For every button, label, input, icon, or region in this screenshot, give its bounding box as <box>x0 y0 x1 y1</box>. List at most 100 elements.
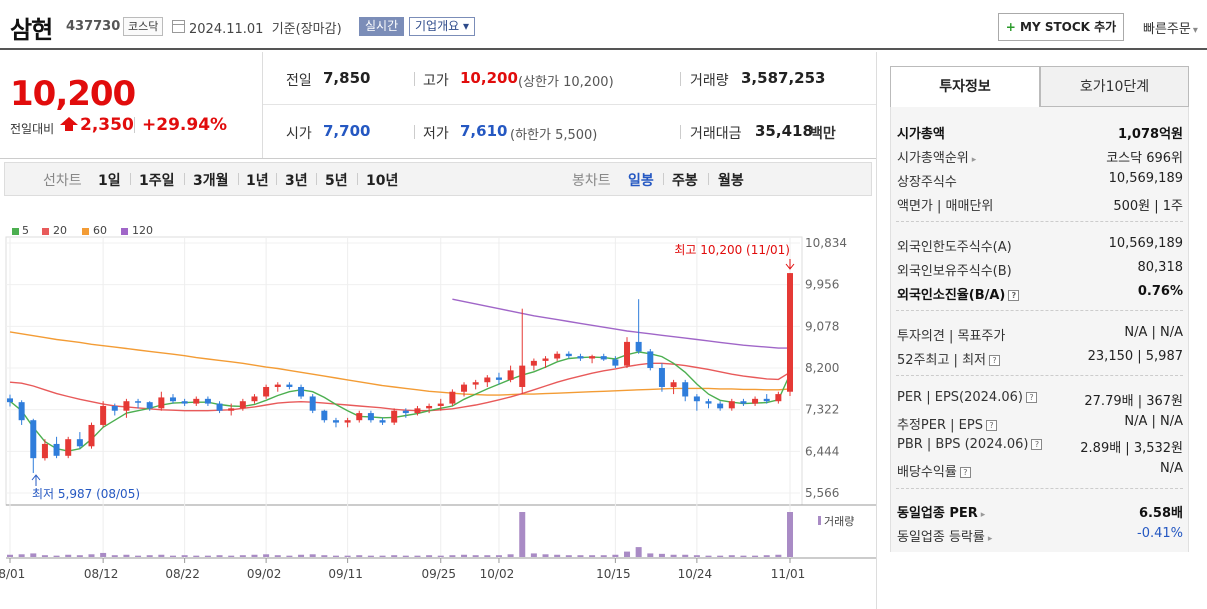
change-percent: +29.94% <box>142 115 228 135</box>
add-my-stock-button[interactable]: + MY STOCK 추가 <box>998 13 1124 41</box>
sector-per-label[interactable]: 동일업종 PER ▸ <box>897 502 985 521</box>
per-text: PER | EPS(2024.06) <box>897 390 1023 405</box>
candle-body <box>146 402 153 409</box>
x-tick-label: 10/15 <box>596 567 631 581</box>
series-ma60 <box>9 331 791 396</box>
div-text: 배당수익률 <box>897 465 957 480</box>
sector-rate-label[interactable]: 동일업종 등락률 ▸ <box>897 526 992 545</box>
candle-body <box>181 401 188 404</box>
help-icon[interactable]: ? <box>985 420 997 431</box>
cap-rank-label[interactable]: 시가총액순위 ▸ <box>897 147 976 166</box>
candle-weekly[interactable]: 주봉 <box>672 173 698 189</box>
candle-body <box>624 341 631 366</box>
help-icon[interactable]: ? <box>989 355 1000 366</box>
volume-bar <box>379 555 386 557</box>
realtime-button[interactable]: 실시간 <box>359 17 405 36</box>
legend-ma120: 120 <box>132 224 153 237</box>
volume-bar <box>309 554 316 557</box>
volume-bar <box>367 555 374 557</box>
foreign-ratio-label: 외국인소진율(B/A)? <box>897 284 1020 303</box>
candle-body <box>612 359 619 366</box>
candle-body <box>519 365 526 387</box>
candle-daily[interactable]: 일봉 <box>628 173 654 189</box>
candle-body <box>53 443 60 456</box>
volume-bar <box>542 554 549 557</box>
help-icon[interactable]: ? <box>1025 392 1037 403</box>
y-tick-label: 7,322 <box>805 403 839 417</box>
current-price: 10,200 <box>10 74 136 114</box>
candle-body <box>647 351 654 368</box>
volume-bar <box>391 555 398 557</box>
trade-value: 35,418 <box>755 122 813 140</box>
volume-bar <box>647 553 654 557</box>
candle-body <box>565 353 572 357</box>
sector-per-text: 동일업종 PER <box>897 506 978 521</box>
volume-legend-swatch <box>818 516 821 525</box>
up-arrow-icon <box>60 117 78 131</box>
prev-close-value: 7,850 <box>323 69 371 87</box>
per-label: PER | EPS(2024.06)? <box>897 390 1037 405</box>
candle-body <box>135 401 142 403</box>
trade-value-label: 거래대금 <box>690 126 742 142</box>
stock-chart[interactable]: 10,834 9,956 9,078 8,200 7,322 6,444 5,566 08/0… <box>0 232 876 608</box>
candle-body <box>600 356 607 360</box>
candle-body <box>787 273 793 392</box>
candle-body <box>484 377 491 383</box>
candle-body <box>286 384 293 387</box>
company-overview-button[interactable]: 기업개요 ▾ <box>409 17 475 36</box>
panel-divider <box>896 488 1183 489</box>
help-icon[interactable]: ? <box>959 467 971 478</box>
x-tick-label: 08/01 <box>0 567 25 581</box>
legend-ma5: 5 <box>22 224 29 237</box>
volume-bar <box>41 555 48 557</box>
volume-bar <box>286 555 293 557</box>
stock-header <box>0 0 1207 50</box>
period-divider <box>708 173 709 185</box>
volume-bar <box>123 554 130 557</box>
quote-divider <box>414 72 415 86</box>
tab-investment-info[interactable]: 투자정보 <box>890 66 1040 107</box>
stock-name: 삼현 <box>10 16 53 44</box>
candle-body <box>274 384 281 387</box>
period-3y[interactable]: 3년 <box>285 173 308 189</box>
volume-bar <box>658 553 665 557</box>
help-icon[interactable]: ? <box>1031 439 1043 450</box>
period-1y[interactable]: 1년 <box>246 173 269 189</box>
period-5y[interactable]: 5년 <box>325 173 348 189</box>
line-chart-label[interactable]: 선차트 <box>43 173 82 189</box>
quick-order-button[interactable]: 빠른주문 <box>1143 18 1198 37</box>
volume-bar <box>88 554 95 557</box>
volume-bar <box>740 555 747 557</box>
par-value: 500원 | 1주 <box>1113 199 1183 214</box>
candle-body <box>472 382 479 385</box>
volume-bar <box>519 512 526 557</box>
foreign-ratio-text: 외국인소진율(B/A) <box>897 288 1006 303</box>
est-per-text: 추정PER | EPS <box>897 418 983 433</box>
legend-swatch-ma120 <box>121 228 128 235</box>
period-1w[interactable]: 1주일 <box>139 173 175 189</box>
series-ma20 <box>9 362 791 412</box>
candle-chart-label[interactable]: 봉차트 <box>572 173 611 189</box>
candle-body <box>321 410 328 421</box>
panel-divider <box>896 375 1183 376</box>
calendar-icon <box>172 20 185 33</box>
period-10y[interactable]: 10년 <box>366 173 399 189</box>
candle-body <box>7 398 13 403</box>
candle-body <box>123 401 130 411</box>
legend-swatch-ma60 <box>82 228 89 235</box>
x-tick-label: 09/02 <box>247 567 282 581</box>
high-value: 10,200 <box>460 69 518 87</box>
candle-body <box>379 420 386 423</box>
sector-rate-text: 동일업종 등락률 <box>897 530 985 545</box>
volume-bar <box>263 554 270 557</box>
help-icon[interactable]: ? <box>1008 290 1020 301</box>
candle-body <box>658 368 665 387</box>
w52-text: 52주최고 | 최저 <box>897 353 986 368</box>
trade-value-unit: 백만 <box>810 126 836 142</box>
period-divider <box>357 173 358 185</box>
candle-body <box>41 443 48 459</box>
period-3m[interactable]: 3개월 <box>193 173 229 189</box>
period-1d[interactable]: 1일 <box>98 173 121 189</box>
tab-order-book[interactable]: 호가10단계 <box>1040 66 1189 107</box>
candle-monthly[interactable]: 월봉 <box>718 173 744 189</box>
